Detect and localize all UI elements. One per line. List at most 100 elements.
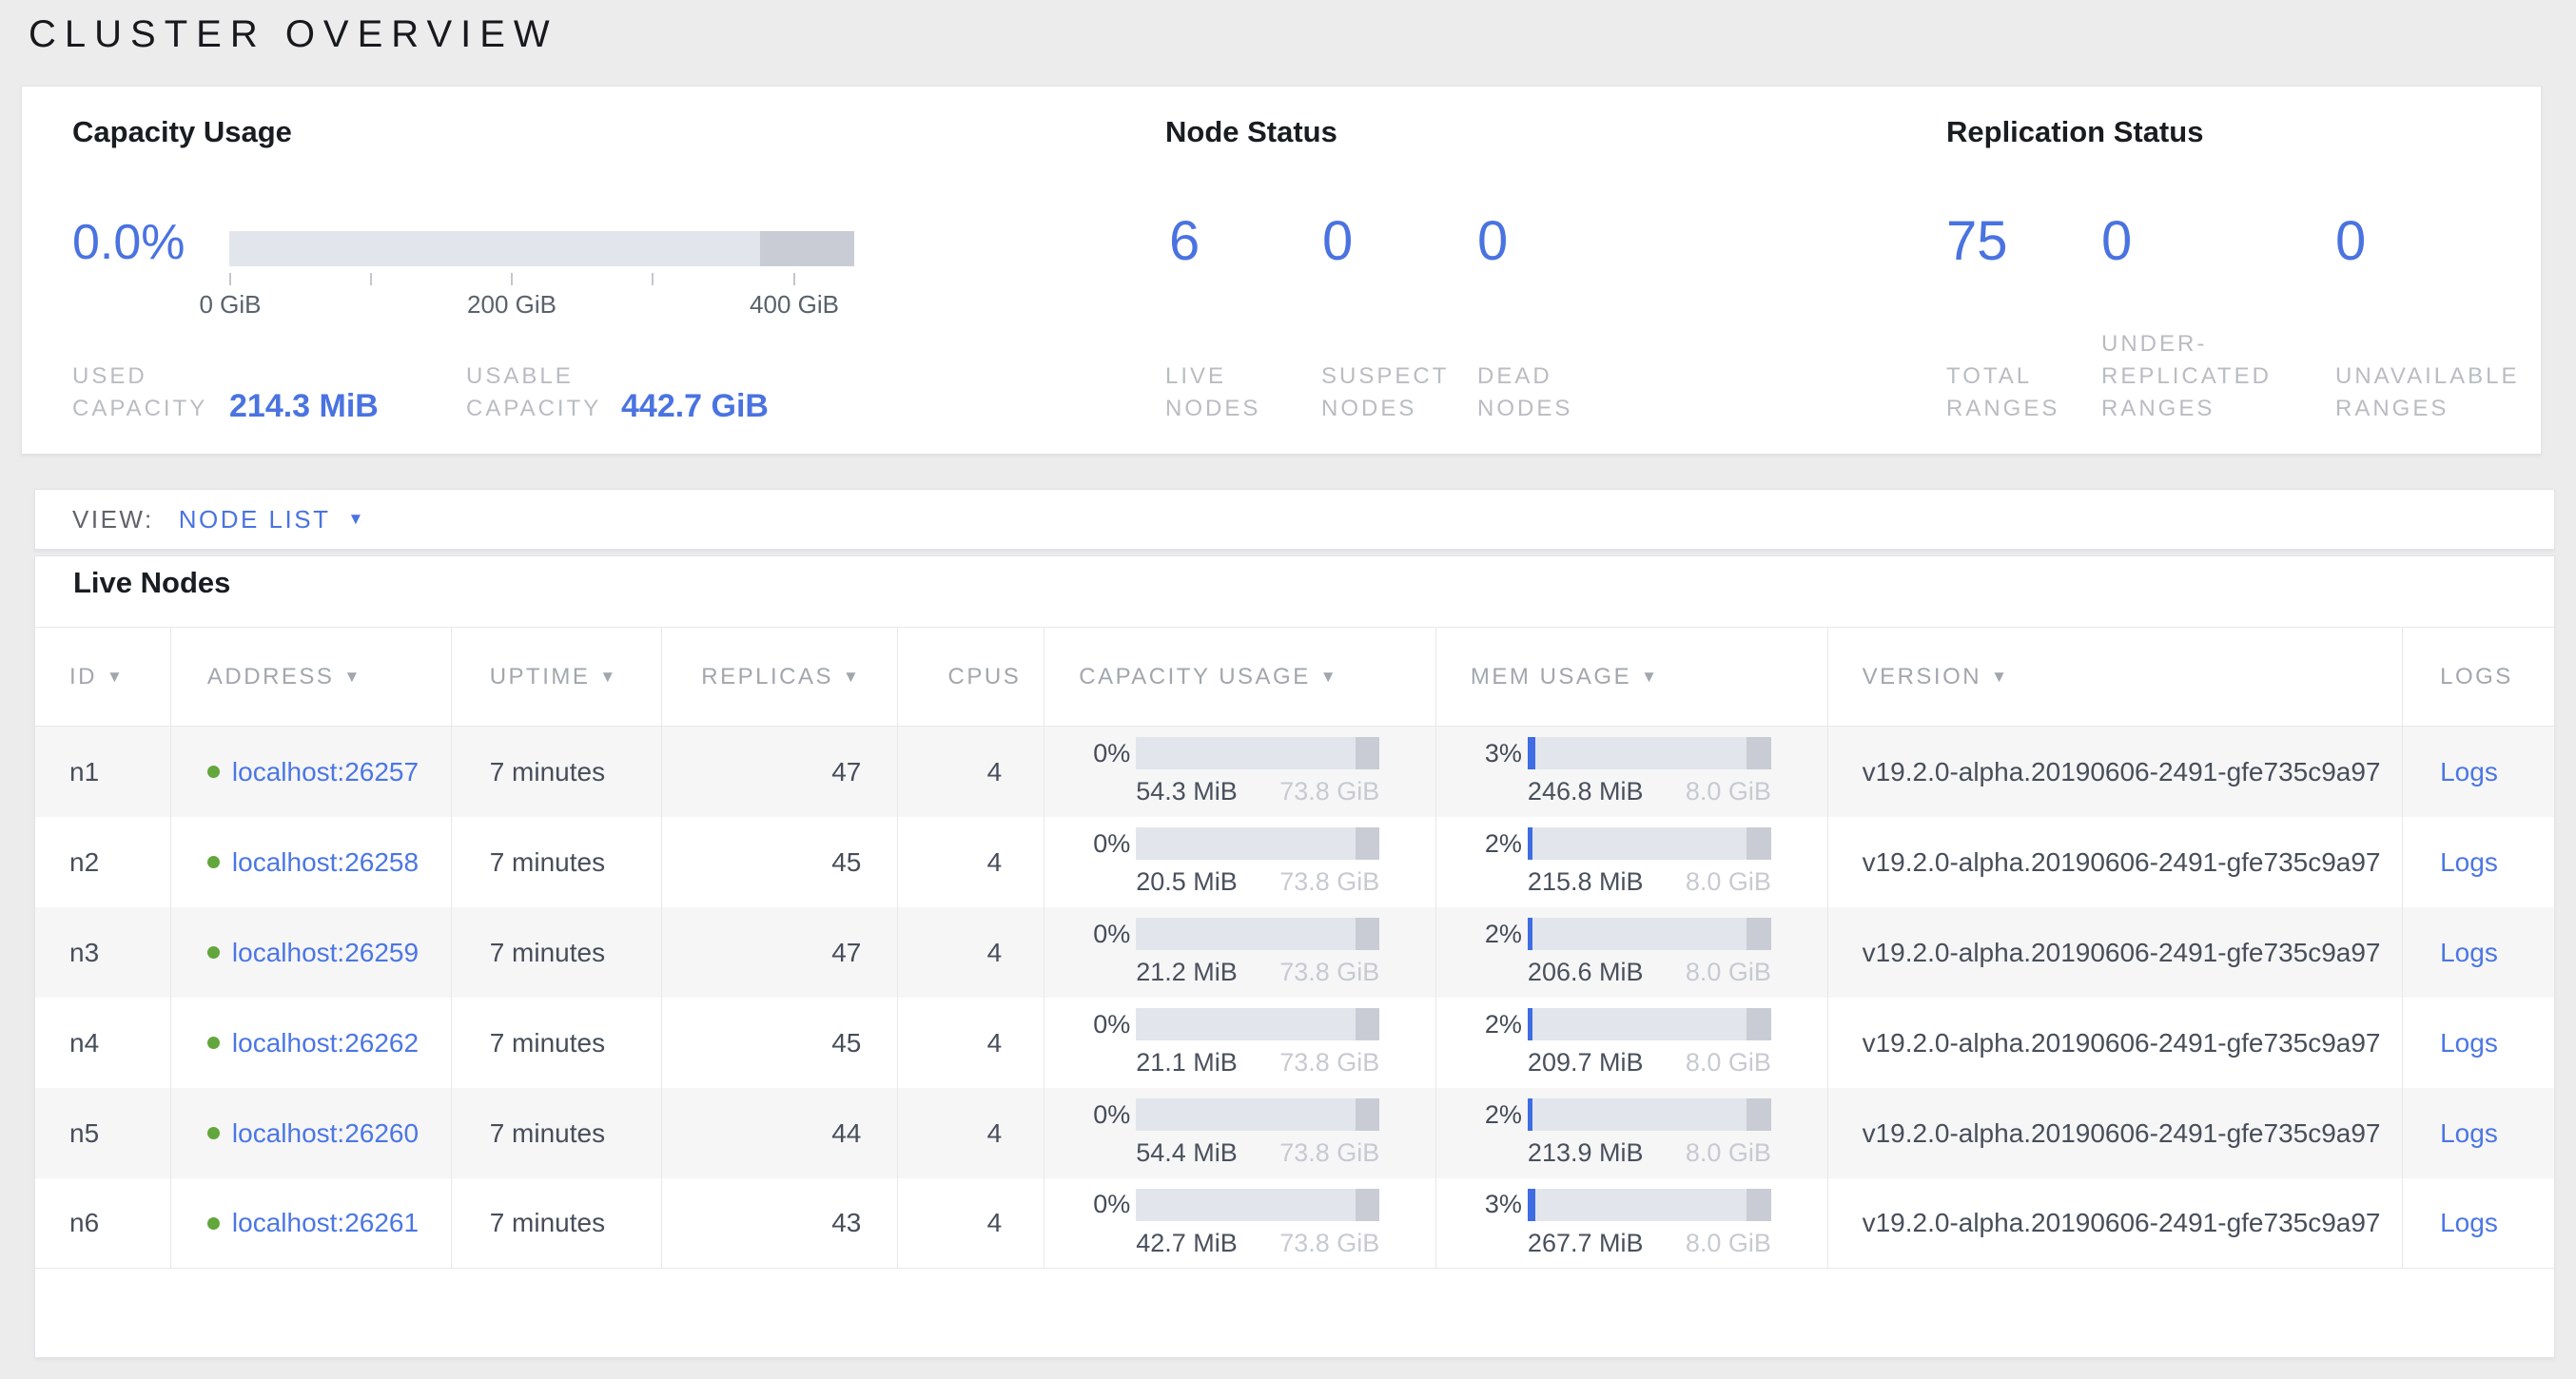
replicas-value: 47 [831, 937, 862, 967]
logs-link[interactable]: Logs [2440, 756, 2498, 787]
usage-reserved-segment [1355, 918, 1380, 950]
node-id-cell: n6 [35, 1178, 171, 1268]
used-value: 21.1 MiB [1136, 1048, 1238, 1077]
sort-desc-icon: ▼ [343, 667, 362, 686]
column-header-label: MEM USAGE [1470, 663, 1632, 690]
logs-cell: Logs [2403, 907, 2554, 998]
version-value: v19.2.0-alpha.20190606-2491-gfe735c9a97 [1862, 1208, 2381, 1237]
node-id: n2 [69, 846, 100, 877]
cpus-cell: 4 [898, 727, 1045, 817]
used-value: 246.8 MiB [1527, 777, 1644, 806]
used-capacity-value: 214.3 MiB [229, 388, 379, 424]
mem-usage-bar-cell: 2% 215.8 MiB 8.0 GiB [1436, 817, 1828, 907]
column-header-label: ID [69, 663, 97, 690]
under-replicated-ranges-count: 0 [2101, 210, 2133, 272]
table-row: n1 localhost:26257 7 minutes 47 4 0% 54.3 MiB 7… [35, 727, 2554, 817]
mem-usage-bar [1527, 737, 1771, 769]
version-cell: v19.2.0-alpha.20190606-2491-gfe735c9a97 [1828, 817, 2404, 907]
mem-usage-bar-cell: 3% 267.7 MiB 8.0 GiB [1436, 1178, 1828, 1268]
uptime-cell: 7 minutes [452, 907, 662, 998]
cpus-value: 4 [986, 756, 1003, 787]
logs-link[interactable]: Logs [2440, 846, 2498, 877]
replicas-value: 43 [831, 1208, 862, 1237]
live-nodes-label: LIVE NODES [1165, 363, 1261, 421]
max-value: 73.8 GiB [1279, 958, 1380, 986]
capacity-usage-bar [1136, 737, 1380, 769]
axis-tick [793, 273, 795, 285]
address-link[interactable]: localhost:26261 [231, 1208, 420, 1237]
axis-tick [229, 273, 231, 285]
axis-tick-label: 0 GiB [199, 290, 262, 319]
column-header-uptime[interactable]: UPTIME ▼ [452, 628, 662, 726]
address-cell: localhost:26261 [171, 1178, 452, 1268]
mem-usage-bar-cell: 2% 209.7 MiB 8.0 GiB [1436, 998, 1828, 1088]
mem-usage-bar [1527, 918, 1771, 950]
caret-down-icon[interactable]: ▼ [347, 510, 364, 528]
cpus-value: 4 [986, 1027, 1003, 1058]
column-header-version[interactable]: VERSION ▼ [1828, 628, 2404, 726]
cpus-value: 4 [986, 1117, 1003, 1148]
logs-link[interactable]: Logs [2440, 1208, 2498, 1237]
table-header-row: ID ▼ ADDRESS ▼ UPTIME ▼ REPLICAS ▼ CPUS CAPACITY … [35, 627, 2554, 727]
cluster-summary-card: Capacity Usage 0.0% 0 GiB 200 GiB 400 Gi… [21, 86, 2542, 455]
used-value: 54.4 MiB [1136, 1138, 1238, 1167]
column-header-id[interactable]: ID ▼ [35, 628, 171, 726]
cpus-cell: 4 [898, 1088, 1045, 1178]
view-label: VIEW: [72, 504, 154, 534]
usage-percent: 0% [1093, 919, 1131, 948]
usable-capacity-label: USABLE CAPACITY [466, 363, 602, 421]
max-value: 8.0 GiB [1685, 867, 1771, 896]
usage-reserved-segment [1355, 1098, 1380, 1131]
table-row: n3 localhost:26259 7 minutes 47 4 0% 21.2 MiB 7… [35, 907, 2554, 998]
node-id-cell: n3 [35, 907, 171, 998]
logs-cell: Logs [2403, 998, 2554, 1088]
uptime-cell: 7 minutes [452, 727, 662, 817]
axis-tick [511, 273, 513, 285]
max-value: 73.8 GiB [1279, 1138, 1380, 1167]
logs-link[interactable]: Logs [2440, 937, 2498, 967]
capacity-usage-percent: 0.0% [72, 215, 185, 270]
version-value: v19.2.0-alpha.20190606-2491-gfe735c9a97 [1862, 846, 2381, 877]
address-link[interactable]: localhost:26260 [231, 1117, 420, 1148]
used-value: 206.6 MiB [1527, 958, 1644, 986]
column-header-label: REPLICAS [701, 663, 834, 690]
logs-link[interactable]: Logs [2440, 1117, 2498, 1148]
column-header-logs: LOGS [2403, 628, 2554, 726]
capacity-usage-bar [1136, 918, 1380, 950]
usage-reserved-segment [1747, 827, 1771, 860]
usage-used-segment [1527, 1098, 1533, 1131]
replicas-cell: 47 [662, 727, 899, 817]
table-body: n1 localhost:26257 7 minutes 47 4 0% 54.3 MiB 7… [35, 727, 2554, 1269]
max-value: 73.8 GiB [1279, 1228, 1380, 1257]
axis-tick [370, 273, 372, 285]
replicas-cell: 44 [662, 1088, 899, 1178]
address-link[interactable]: localhost:26262 [231, 1027, 420, 1058]
uptime-cell: 7 minutes [452, 1178, 662, 1268]
used-value: 21.2 MiB [1136, 958, 1238, 986]
usage-reserved-segment [1355, 1188, 1380, 1221]
max-value: 8.0 GiB [1685, 1048, 1771, 1077]
column-header-address[interactable]: ADDRESS ▼ [171, 628, 452, 726]
dead-nodes-label: DEAD NODES [1477, 363, 1573, 421]
column-header-mem-usage[interactable]: MEM USAGE ▼ [1436, 628, 1828, 726]
address-link[interactable]: localhost:26257 [231, 756, 420, 787]
mem-usage-bar [1527, 1188, 1771, 1221]
address-link[interactable]: localhost:26258 [231, 846, 420, 877]
usage-percent: 2% [1484, 919, 1522, 948]
sort-desc-icon: ▼ [1641, 667, 1660, 686]
max-value: 73.8 GiB [1279, 1048, 1380, 1077]
view-dropdown[interactable]: NODE LIST [178, 504, 331, 534]
address-link[interactable]: localhost:26259 [231, 937, 420, 967]
axis-tick-label: 200 GiB [467, 290, 556, 319]
column-header-label: VERSION [1862, 663, 1982, 690]
logs-link[interactable]: Logs [2440, 1027, 2498, 1058]
node-status-heading: Node Status [1165, 115, 1337, 148]
node-id: n1 [69, 756, 100, 787]
suspect-nodes-label: SUSPECT NODES [1321, 363, 1450, 421]
column-header-replicas[interactable]: REPLICAS ▼ [662, 628, 899, 726]
node-id: n5 [69, 1117, 100, 1148]
column-header-capacity-usage[interactable]: CAPACITY USAGE ▼ [1044, 628, 1436, 726]
usage-reserved-segment [1747, 737, 1771, 769]
node-id-cell: n1 [35, 727, 171, 817]
uptime-value: 7 minutes [489, 1208, 606, 1237]
